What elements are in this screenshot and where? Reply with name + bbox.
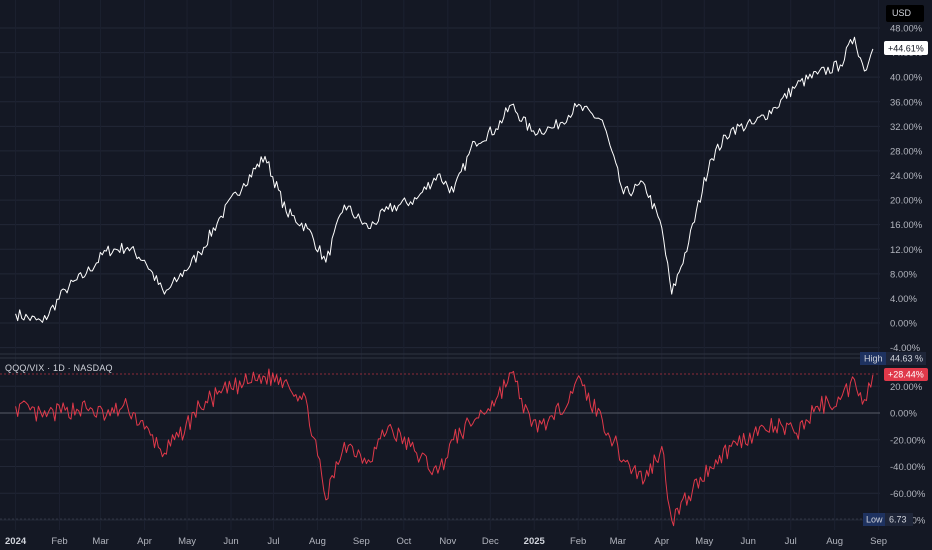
bottom-value-badge-text: +28.44% — [888, 370, 924, 380]
x-tick-label: Feb — [570, 536, 586, 547]
top-series-line — [15, 36, 874, 323]
x-tick-label: Aug — [309, 536, 326, 547]
x-tick-label: Oct — [396, 536, 411, 547]
x-tick-label: Feb — [51, 536, 67, 547]
bottom-y-tick-label: -40.00% — [890, 462, 926, 473]
top-y-tick-label: 12.00% — [890, 245, 923, 256]
x-tick-label: May — [178, 536, 196, 547]
x-tick-label: Mar — [610, 536, 626, 547]
high-label-box: High 44.63 % — [860, 352, 926, 365]
x-tick-label: Mar — [92, 536, 108, 547]
top-y-tick-label: 16.00% — [890, 220, 923, 231]
bottom-y-tick-label: -20.00% — [890, 435, 926, 446]
top-y-tick-label: 8.00% — [890, 269, 917, 280]
x-tick-label: Aug — [826, 536, 843, 547]
low-value-text: 6.73 — [889, 515, 907, 525]
bottom-y-tick-label: 0.00% — [890, 409, 917, 420]
low-label-text: Low — [866, 515, 883, 525]
x-tick-label: Sep — [353, 536, 370, 547]
top-y-tick-label: 4.00% — [890, 294, 917, 305]
x-tick-label: Apr — [137, 536, 152, 547]
series-title: QQQ/VIX · 1D · NASDAQ — [5, 363, 113, 373]
top-pane-grid — [0, 27, 880, 349]
time-axis[interactable]: 2024 Feb Mar Apr May Jun Jul Aug Sep Oct Nov Dec 202… — [5, 536, 887, 547]
x-tick-label: 2025 — [524, 536, 546, 547]
bottom-y-tick-label: 20.00% — [890, 382, 923, 393]
bottom-value-badge: +28.44% — [884, 368, 928, 381]
x-tick-label: 2024 — [5, 536, 27, 547]
top-series — [15, 36, 874, 323]
top-y-tick-label: 32.00% — [890, 122, 923, 133]
top-y-tick-label: 28.00% — [890, 146, 923, 157]
bottom-series-line — [15, 368, 874, 527]
top-value-badge: +44.61% — [884, 41, 928, 55]
x-tick-label: Jun — [223, 536, 238, 547]
high-value-text: 44.63 % — [890, 354, 923, 364]
bottom-y-tick-label: -60.00% — [890, 489, 926, 500]
x-tick-label: Dec — [482, 536, 499, 547]
low-label-box: Low 6.73 — [863, 513, 913, 526]
top-y-tick-label: 0.00% — [890, 319, 917, 330]
x-tick-label: May — [695, 536, 713, 547]
top-y-tick-label: 24.00% — [890, 171, 923, 182]
currency-selector[interactable]: USD — [886, 5, 924, 22]
x-tick-label: Jul — [267, 536, 279, 547]
bottom-series — [15, 368, 874, 527]
x-tick-label: Jun — [741, 536, 756, 547]
top-y-tick-label: 36.00% — [890, 97, 923, 108]
high-label-text: High — [864, 354, 883, 364]
top-y-tick-label: 48.00% — [890, 24, 923, 35]
x-tick-label: Jul — [785, 536, 797, 547]
top-y-tick-label: 20.00% — [890, 196, 923, 207]
top-value-badge-text: +44.61% — [888, 44, 924, 54]
x-tick-label: Nov — [439, 536, 456, 547]
top-y-tick-label: -4.00% — [890, 343, 921, 354]
x-tick-label: Apr — [654, 536, 669, 547]
x-tick-label: Sep — [870, 536, 887, 547]
top-y-tick-label: 40.00% — [890, 73, 923, 84]
